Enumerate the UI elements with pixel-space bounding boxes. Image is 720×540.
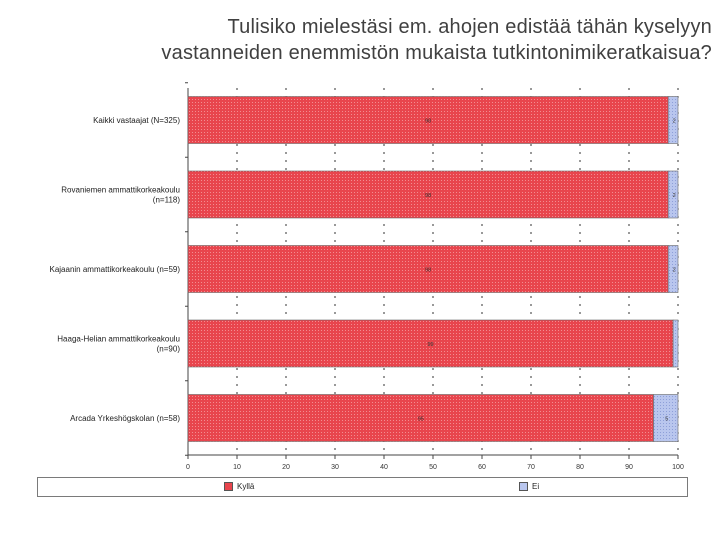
legend-label-kylla: Kyllä [237, 482, 255, 491]
x-tick-label: 100 [672, 464, 684, 471]
bar-kylla [187, 319, 674, 368]
bar-ei [667, 170, 679, 219]
data-label-ei: 2 [673, 193, 676, 199]
bar-kylla [187, 170, 669, 219]
bar-ei [653, 394, 679, 442]
category-label: Kaikki vastaajat (N=325) [93, 116, 180, 125]
title-line-1: Tulisiko mielestäsi em. ahojen edistää t… [227, 16, 712, 38]
bar-ei [672, 319, 679, 368]
legend-swatch-ei [519, 482, 528, 491]
data-label-kylla: 98 [425, 119, 431, 125]
category-label: Haaga-Helian ammattikorkeakoulu [57, 335, 180, 344]
data-label-kylla: 99 [427, 342, 433, 348]
x-tick-label: 80 [576, 464, 584, 471]
chart-title: Tulisiko mielestäsi em. ahojen edistää t… [0, 14, 712, 66]
x-tick-label: 40 [380, 464, 388, 471]
x-tick-label: 60 [478, 464, 486, 471]
data-label-ei: 2 [673, 268, 676, 274]
x-tick-label: 70 [527, 464, 535, 471]
data-label-kylla: 98 [425, 268, 431, 274]
title-line-2: vastanneiden enemmistön mukaista tutkint… [161, 42, 712, 64]
data-label-ei: 2 [673, 119, 676, 125]
legend: Kyllä Ei [37, 477, 688, 497]
bar-ei [667, 245, 679, 293]
category-label: Kajaanin ammattikorkeakoulu (n=59) [49, 265, 180, 274]
bar-kylla [187, 96, 669, 144]
data-label-kylla: 98 [425, 193, 431, 199]
x-tick-label: 0 [186, 464, 190, 471]
category-label: (n=118) [153, 196, 181, 205]
data-label-ei: 5 [665, 417, 668, 423]
x-tick-label: 50 [429, 464, 437, 471]
legend-swatch-kylla [224, 482, 233, 491]
bar-kylla [187, 245, 669, 293]
bar-ei [667, 96, 679, 144]
data-label-kylla: 95 [418, 417, 424, 423]
x-tick-label: 30 [331, 464, 339, 471]
legend-item-ei: Ei [519, 482, 539, 491]
legend-label-ei: Ei [532, 482, 540, 491]
legend-item-kylla: Kyllä [224, 482, 254, 491]
bar-kylla [187, 394, 654, 442]
x-tick-label: 20 [282, 464, 290, 471]
category-label: (n=90) [157, 345, 181, 354]
x-tick-label: 10 [233, 464, 241, 471]
x-tick-label: 90 [625, 464, 633, 471]
category-label: Arcada Yrkeshögskolan (n=58) [70, 414, 180, 423]
category-label: Rovaniemen ammattikorkeakoulu [61, 186, 180, 195]
